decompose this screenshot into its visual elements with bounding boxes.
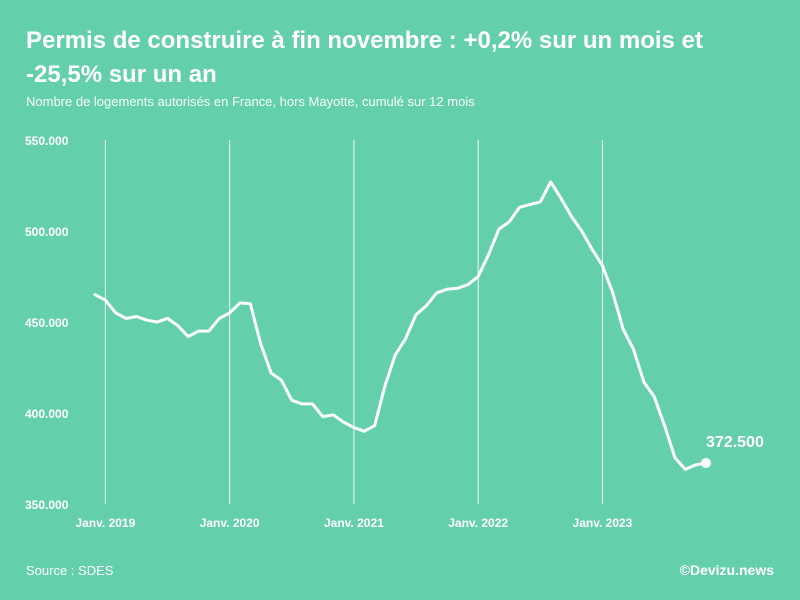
end-value-label: 372.500 [706,434,764,451]
x-tick-label: Janv. 2021 [324,516,384,530]
y-axis-ticks: 350.000 400.000 450.000 500.000 550.000 [25,134,69,512]
source-note: Source : SDES [26,563,114,578]
x-tick-label: Janv. 2020 [200,516,260,530]
annotation-layer: 372.500 [701,434,764,469]
x-tick-label: Janv. 2022 [448,516,508,530]
x-tick-label: Janv. 2023 [573,516,633,530]
y-tick-label: 350.000 [25,498,69,512]
y-tick-label: 450.000 [25,316,69,330]
series-layer [93,180,708,471]
end-point-marker [701,458,711,469]
series-line [93,180,708,471]
chart-subtitle: Nombre de logements autorisés en France,… [26,94,475,109]
y-tick-label: 500.000 [25,225,69,239]
x-axis-ticks: Janv. 2019 Janv. 2020 Janv. 2021 Janv. 2022… [75,516,632,530]
vertical-grid [104,140,603,504]
y-tick-label: 400.000 [25,407,69,421]
y-tick-label: 550.000 [25,134,69,148]
chart-title: Permis de construire à fin novembre : +0… [26,27,703,88]
brand-logo: ©Devizu.news [679,562,774,578]
x-tick-label: Janv. 2019 [75,516,135,530]
